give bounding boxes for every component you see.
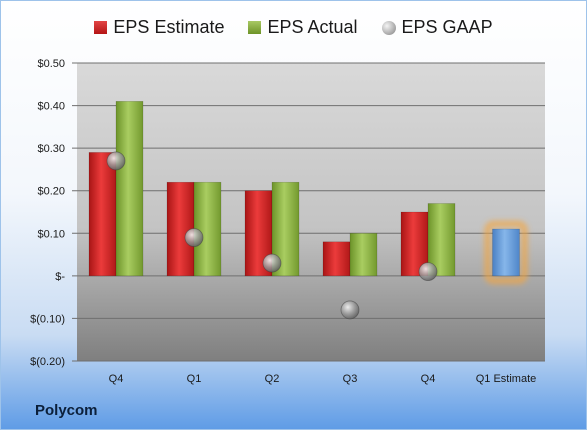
legend-label-eps-gaap: EPS GAAP	[401, 17, 493, 37]
x-tick-label-2: Q2	[265, 373, 280, 385]
chart-legend: EPS Estimate EPS Actual EPS GAAP	[1, 17, 586, 38]
legend-item-eps-actual: EPS Actual	[248, 17, 358, 38]
bar-eps-actual-0	[115, 101, 144, 277]
y-tick-label-0: $0.50	[37, 58, 65, 70]
y-tick-label-1: $0.40	[37, 101, 65, 113]
legend-swatch-eps-actual	[248, 21, 262, 34]
gaap-point-1	[184, 228, 204, 247]
gaap-point-4	[418, 262, 438, 282]
bar-eps-actual-1	[193, 181, 222, 277]
gaap-point-2	[262, 253, 282, 273]
legend-swatch-eps-gaap	[381, 20, 396, 35]
gaap-point-3	[340, 300, 360, 320]
y-tick-label-7: $(0.20)	[30, 356, 65, 368]
y-tick-label-6: $(0.10)	[30, 313, 65, 325]
legend-item-eps-gaap: EPS GAAP	[381, 17, 493, 38]
x-tick-label-5: Q1 Estimate	[476, 373, 537, 385]
y-tick-label-5: $-	[55, 271, 65, 283]
x-tick-label-0: Q4	[109, 373, 124, 385]
y-tick-label-3: $0.20	[37, 186, 65, 198]
plot-area	[77, 63, 545, 361]
bar-eps-estimate-3	[322, 241, 351, 277]
gaap-point-0	[106, 151, 126, 171]
x-tick-label-4: Q4	[421, 373, 436, 385]
legend-label-eps-estimate: EPS Estimate	[113, 17, 225, 37]
bar-eps-actual-3	[349, 233, 378, 277]
estimate-bar-glow	[484, 221, 528, 284]
y-tick-label-2: $0.30	[37, 143, 65, 155]
bar-eps-estimate-0	[88, 152, 117, 277]
legend-swatch-eps-estimate	[94, 21, 108, 34]
bar-eps-estimate-1	[166, 181, 195, 277]
legend-label-eps-actual: EPS Actual	[267, 17, 358, 37]
company-name: Polycom	[35, 402, 98, 419]
x-tick-label-3: Q3	[343, 373, 358, 385]
y-tick-label-4: $0.10	[37, 228, 65, 240]
legend-item-eps-estimate: EPS Estimate	[94, 17, 224, 38]
bar-q1-estimate	[492, 228, 520, 277]
x-tick-label-1: Q1	[187, 373, 202, 385]
